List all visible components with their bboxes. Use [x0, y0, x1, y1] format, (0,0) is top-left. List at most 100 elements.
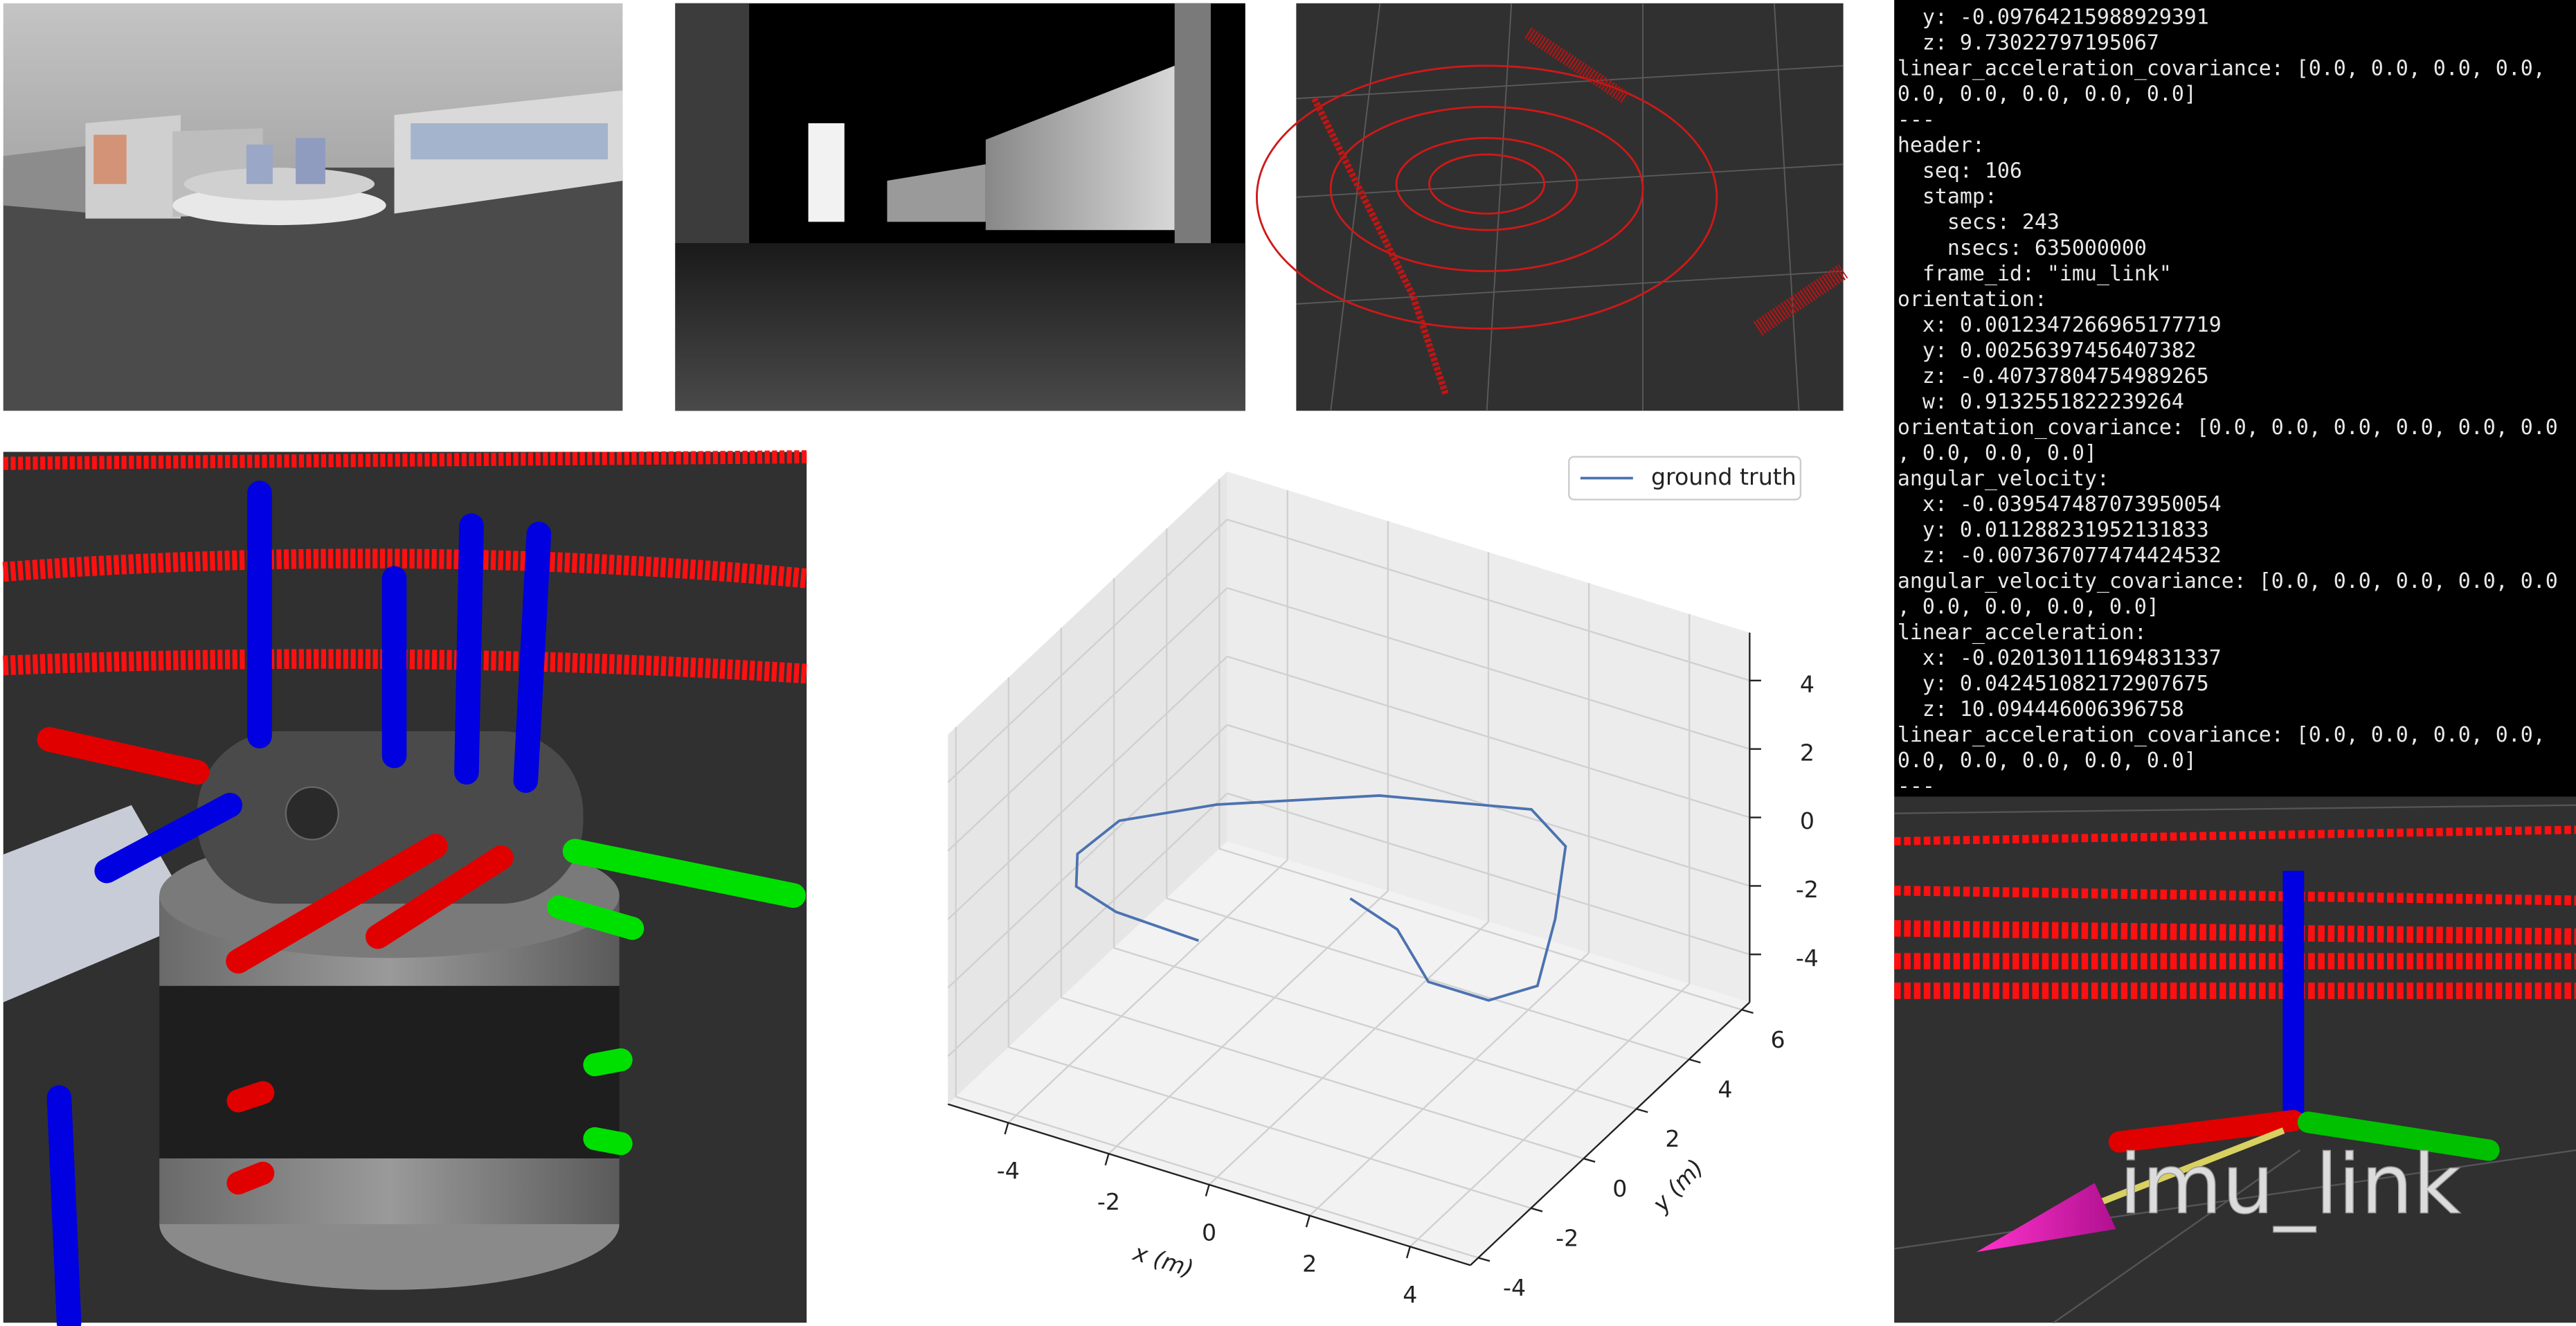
depth-object — [808, 123, 845, 222]
terminal-line: angular_velocity: — [1898, 467, 2109, 491]
x-tick-label: -2 — [1097, 1188, 1120, 1215]
terminal-line: y: 0.042451082172907675 — [1898, 672, 2209, 696]
grid-line — [947, 656, 1228, 920]
booth — [3, 144, 99, 214]
z-tick-label: 0 — [1800, 807, 1814, 834]
laser-scan — [1894, 825, 2576, 999]
grid-line — [1308, 952, 1589, 1217]
y-tick-label: 0 — [1612, 1175, 1627, 1202]
camera-lens — [285, 786, 340, 841]
x-tick-label: 0 — [1202, 1219, 1216, 1246]
grid-line — [1409, 983, 1691, 1248]
y-tick — [1531, 1207, 1543, 1212]
terminal-text: y: -0.09764215988929391 z: 9.73022797195… — [1898, 6, 2558, 799]
grid-line — [1208, 921, 1489, 1185]
legend-label: ground truth — [1651, 463, 1796, 490]
grid-line — [1218, 848, 1742, 1011]
grid-line — [947, 792, 1228, 1057]
imu-arrow-head — [1976, 1183, 2116, 1253]
depth-view — [675, 3, 1245, 411]
pointcloud-grid — [1296, 3, 1844, 411]
terminal-line: z: -0.007367077474424532 — [1898, 544, 2222, 568]
pointcloud-wall — [1524, 27, 1630, 105]
terminal-line: z: 9.73022797195067 — [1898, 31, 2159, 55]
terminal-line: orientation: — [1898, 287, 2047, 312]
y-tick-label: -4 — [1503, 1274, 1526, 1301]
pointcloud-background — [1296, 3, 1844, 411]
terminal-line: seq: 106 — [1898, 159, 2022, 183]
terminal-line: z: -0.40737804754989265 — [1898, 364, 2209, 388]
legend-box — [1568, 456, 1802, 501]
x-tick — [1205, 1184, 1210, 1197]
poster — [93, 134, 127, 184]
terminal-line: --- — [1898, 108, 1935, 132]
terminal-line: z: 10.094446006396758 — [1898, 697, 2184, 722]
terminal-line: x: -0.020130111694831337 — [1898, 646, 2222, 670]
terminal-line: , 0.0, 0.0, 0.0] — [1898, 441, 2097, 465]
pointcloud-wall — [1311, 97, 1449, 396]
platform — [183, 168, 375, 201]
y-tick-label: 4 — [1718, 1075, 1732, 1102]
trajectory-line — [1074, 794, 1567, 1002]
terminal-line: secs: 243 — [1898, 210, 2060, 235]
depth-object — [887, 164, 986, 222]
laser-scan — [2, 450, 808, 684]
y-tick — [1636, 1108, 1648, 1113]
grid-line — [1008, 1046, 1531, 1209]
rviz-grid — [1893, 804, 2576, 1324]
terminal-line: x: -0.039547487073950054 — [1898, 492, 2222, 517]
terminal-line: angular_velocity_covariance: [0.0, 0.0, … — [1898, 569, 2558, 593]
terminal-line: stamp: — [1898, 185, 1997, 209]
pointcloud-wall — [1753, 264, 1848, 336]
depth-floor — [675, 243, 1245, 411]
imu-y-axis — [2297, 1111, 2500, 1161]
y-tick — [1583, 1158, 1596, 1163]
grid-line — [947, 519, 1228, 783]
terminal-line: , 0.0, 0.0, 0.0, 0.0] — [1898, 595, 2159, 619]
y-tick-label: -2 — [1556, 1224, 1578, 1251]
grid-line — [955, 1095, 1479, 1259]
grid-line — [1227, 792, 1750, 956]
terminal-line: nsecs: 635000000 — [1898, 236, 2147, 260]
grid-line — [1227, 586, 1750, 750]
imu-arrow-shaft — [2085, 1127, 2285, 1211]
pointcloud-rings — [1255, 64, 1718, 330]
terminal-line: frame_id: "imu_link" — [1898, 262, 2172, 286]
tf-axes — [37, 481, 806, 1326]
camera-view — [3, 3, 623, 411]
x-tick-label: 4 — [1403, 1281, 1417, 1308]
terminal-line: y: 0.011288231952131833 — [1898, 518, 2209, 542]
terminal-line: y: 0.00256397456407382 — [1898, 339, 2197, 363]
terminal-line: linear_acceleration_covariance: [0.0, 0.… — [1898, 57, 2546, 81]
grid-line — [1227, 519, 1750, 681]
frame-label: imu_link — [2119, 1136, 2460, 1232]
depth-wall — [675, 3, 750, 244]
terminal-line: linear_acceleration_covariance: [0.0, 0.… — [1898, 723, 2546, 747]
y-axis — [1470, 1001, 1751, 1266]
grid-line — [1007, 859, 1288, 1124]
imu-x-axis — [2108, 1109, 2305, 1153]
robot-base — [159, 1158, 620, 1224]
grid-line — [947, 724, 1228, 989]
z-tick-label: -2 — [1796, 876, 1819, 903]
grid-line — [1113, 947, 1637, 1110]
depth-pillar — [1174, 3, 1211, 244]
z-tick-label: 2 — [1800, 739, 1814, 766]
terminal-line: 0.0, 0.0, 0.0, 0.0, 0.0] — [1898, 82, 2197, 107]
grid-line — [1108, 890, 1389, 1155]
object — [246, 144, 273, 184]
terminal — [1894, 0, 2576, 797]
terminal-line: y: -0.09764215988929391 — [1898, 6, 2209, 30]
y-tick — [1478, 1257, 1490, 1262]
rviz-imu-view: imu_link — [1893, 796, 2576, 1324]
z-tick-label: 4 — [1800, 670, 1814, 697]
x-tick — [1004, 1122, 1009, 1135]
terminal-line: --- — [1898, 774, 1935, 798]
terminal-line: orientation_covariance: [0.0, 0.0, 0.0, … — [1898, 415, 2558, 440]
y-tick-label: 2 — [1665, 1125, 1679, 1152]
terminal-line: linear_acceleration: — [1898, 620, 2147, 645]
x-tick — [1104, 1153, 1110, 1166]
